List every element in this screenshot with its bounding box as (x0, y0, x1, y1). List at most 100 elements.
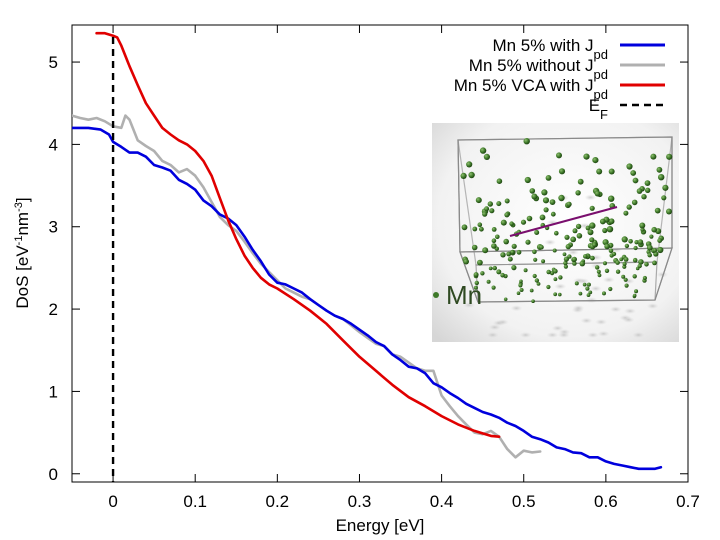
mn-atom-icon (558, 168, 566, 175)
mn-atom-icon (634, 240, 639, 245)
mn-atom-icon (542, 197, 550, 204)
mn-atom-icon (506, 251, 512, 257)
mn-atom-icon (596, 269, 601, 274)
mn-atom-icon (572, 261, 577, 266)
mn-atom-icon (482, 247, 489, 254)
mn-atom-icon (585, 286, 590, 291)
mn-atom-icon (586, 282, 591, 287)
x-tick-label: 0 (108, 492, 117, 511)
mn-atom-icon (554, 230, 559, 236)
mn-atom-icon (545, 175, 552, 181)
mn-atom-icon (579, 260, 586, 267)
mn-atom-icon (525, 239, 531, 245)
mn-atom-icon (595, 265, 600, 270)
mn-atom-icon (509, 221, 514, 226)
mn-atom-icon (539, 214, 546, 221)
mn-atom-icon (472, 226, 478, 232)
mn-atom-icon (640, 227, 645, 232)
mn-atom-icon (516, 291, 521, 296)
mn-atom-icon (516, 249, 522, 255)
series-line-without-jpd (72, 114, 542, 459)
mn-atom-icon (662, 184, 669, 191)
mn-atom-icon (572, 228, 578, 234)
mn-atom-icon (500, 252, 506, 258)
legend: Mn 5% with Jpd Mn 5% without Jpd Mn 5% V… (454, 36, 665, 122)
mn-atom-icon (647, 252, 652, 258)
mn-atom-icon (588, 290, 593, 295)
mn-atom-icon (589, 222, 596, 229)
x-tick-label: 0.5 (512, 492, 536, 511)
mn-atom-icon (638, 259, 644, 265)
mn-atom-icon (632, 274, 637, 279)
mn-atom-icon (550, 211, 556, 217)
mn-atom-icon (608, 195, 615, 202)
plot-frame (71, 24, 689, 483)
mn-atom-icon (592, 157, 599, 164)
mn-atom-icon (634, 289, 639, 294)
series-layer (72, 31, 663, 471)
mn-atom-icon (637, 239, 644, 245)
mn-atom-icon (488, 266, 493, 271)
mn-atom-icon (583, 254, 588, 259)
mn-atom-icon (652, 260, 657, 266)
mn-atom-icon (626, 163, 633, 170)
mn-atom-icon (511, 265, 517, 271)
mn-atom-icon (562, 252, 567, 257)
mn-atom-icon (471, 244, 478, 251)
mn-atom-icon (496, 201, 502, 207)
mn-atom-icon (652, 248, 658, 253)
mn-atom-icon (504, 198, 510, 204)
mn-atom-icon (654, 207, 661, 214)
mn-atom-icon (658, 174, 665, 181)
mn-atom-icon (482, 211, 488, 217)
mn-atom-icon (496, 269, 502, 275)
mn-atom-icon (553, 292, 558, 297)
mn-atom-icon (558, 275, 563, 280)
mn-atom-icon (630, 170, 637, 176)
mn-atom-icon (556, 152, 562, 159)
mn-atom-icon (623, 257, 629, 262)
mn-atom-icon (612, 251, 617, 257)
mn-atom-icon (532, 273, 537, 279)
mn-atom-icon (523, 268, 528, 273)
mn-atom-icon (539, 244, 544, 250)
mn-atom-icon (546, 284, 551, 290)
mn-atom-icon (621, 274, 626, 279)
x-tick-label: 0.4 (430, 492, 454, 511)
legend-entry-with-jpd: Mn 5% with Jpd (492, 36, 665, 62)
mn-atom-icon (586, 293, 591, 297)
mn-atom-icon (608, 168, 615, 175)
mn-atom-icon (503, 297, 508, 302)
mn-atom-icon (639, 222, 646, 229)
mn-atom-icon (534, 230, 540, 235)
mn-atom-icon (637, 263, 642, 269)
mn-atom-icon (500, 272, 505, 278)
mn-atom-icon (479, 226, 484, 232)
mn-atom-icon (615, 260, 620, 265)
mn-atom-icon (477, 259, 483, 266)
mn-atom-icon (479, 147, 487, 154)
mn-atom-icon (577, 178, 584, 185)
mn-atom-icon (531, 299, 535, 304)
mn-atom-icon (626, 204, 632, 210)
mn-atom-icon (624, 243, 630, 249)
mn-atom-icon (496, 178, 503, 184)
y-tick-label: 1 (49, 382, 58, 401)
mn-atom-icon (519, 288, 524, 292)
inset-supercell-image: Mn (432, 123, 679, 342)
mn-atom-icon (487, 201, 493, 207)
x-axis-title: Energy [eV] (336, 516, 425, 535)
mn-atom-icon (523, 138, 530, 145)
mn-atom-icon (474, 280, 479, 286)
svg-text:Mn 5% VCA with Jpd: Mn 5% VCA with Jpd (454, 76, 608, 102)
mn-atom-icon (574, 281, 579, 286)
x-tick-label: 0.7 (676, 492, 700, 511)
mn-atom-icon (583, 153, 590, 160)
y-tick-label: 2 (49, 300, 58, 319)
mn-atom-icon (563, 264, 569, 269)
mn-atom-icon (575, 223, 582, 230)
legend-entry-fermi: EF (589, 96, 665, 122)
mn-atom-icon (543, 207, 549, 213)
mn-atom-icon (590, 255, 595, 261)
